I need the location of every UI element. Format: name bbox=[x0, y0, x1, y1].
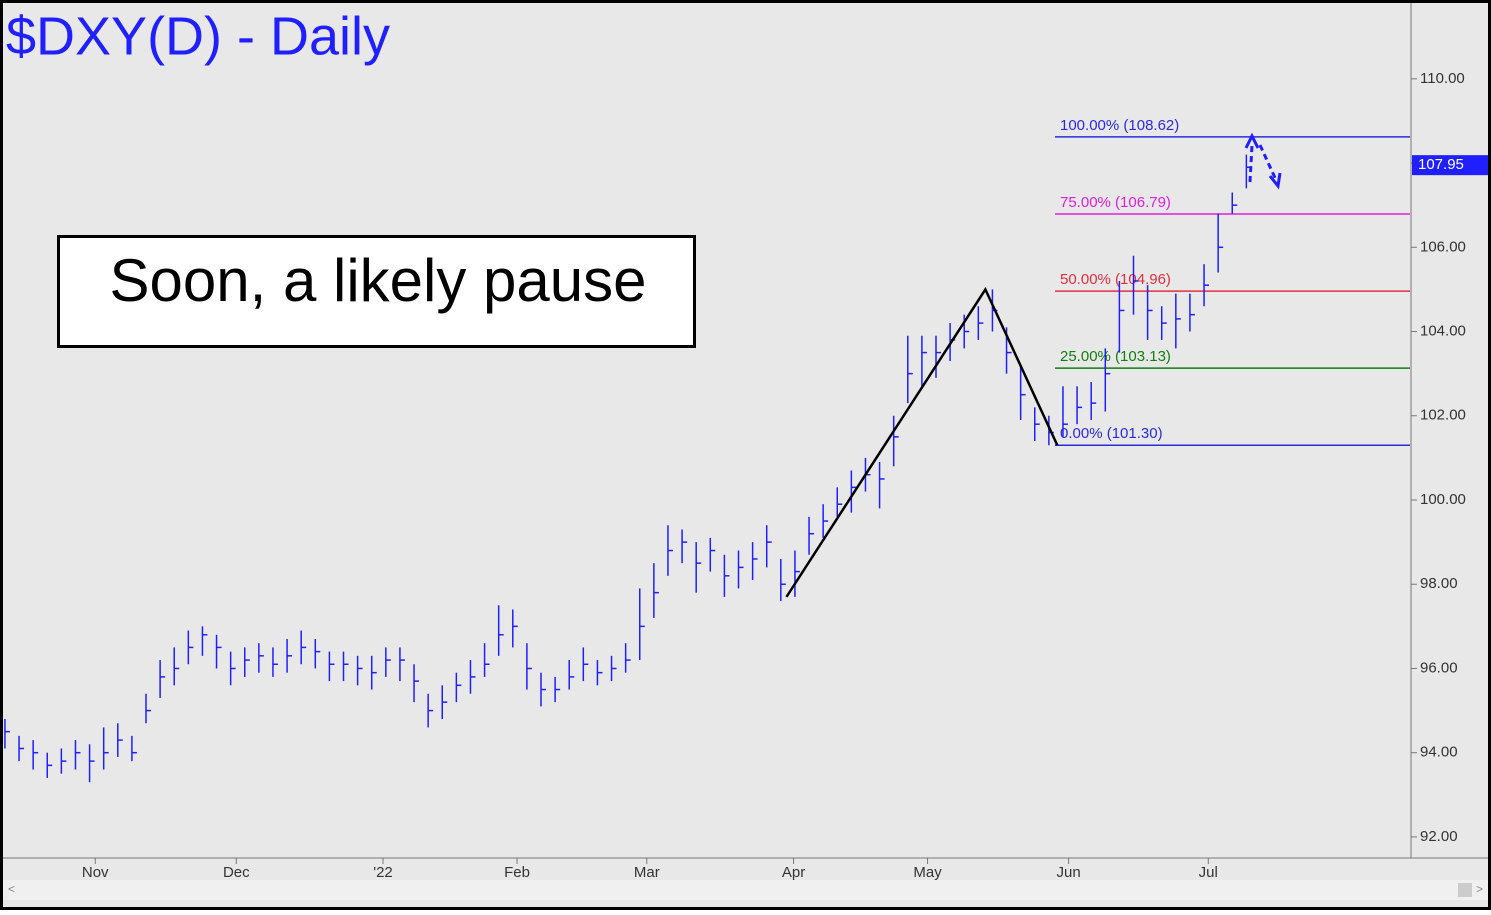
x-tick-label: May bbox=[913, 864, 942, 881]
trendline bbox=[785, 286, 1059, 598]
arrow-head bbox=[1244, 132, 1260, 149]
scrollbar[interactable] bbox=[3, 880, 1488, 900]
plot: 100.00% (108.62) 75.00% (106.79) 50.00% (1… bbox=[4, 117, 1410, 783]
y-tick-label: 100.00 bbox=[1420, 491, 1466, 508]
annotation: Soon, a likely pause bbox=[109, 247, 646, 314]
x-tick-label: Jul bbox=[1199, 864, 1218, 881]
fib-label: 25.00% (103.13) bbox=[1060, 348, 1171, 365]
arrow-up bbox=[1248, 144, 1254, 183]
price-tag bbox=[1412, 155, 1488, 176]
x-tick-label: Jun bbox=[1057, 864, 1081, 881]
x-tick-label: Feb bbox=[504, 864, 530, 881]
arrows bbox=[1244, 132, 1282, 190]
y-tick-label: 104.00 bbox=[1420, 322, 1466, 339]
x-tick-label: Dec bbox=[223, 864, 250, 881]
y-tick-label: 94.00 bbox=[1420, 744, 1458, 761]
chart-title: $DXY(D) - Daily bbox=[6, 6, 390, 66]
arrow-down bbox=[1258, 144, 1278, 181]
x-tick-label: Mar bbox=[634, 864, 660, 881]
arrow-head bbox=[1268, 172, 1282, 190]
y-tick-label: 102.00 bbox=[1420, 407, 1466, 424]
y-tick-label: 110.00 bbox=[1420, 70, 1465, 87]
price-tag-label: 107.95 bbox=[1418, 156, 1464, 173]
scroll-thumb[interactable] bbox=[1458, 883, 1472, 897]
annotation-box bbox=[57, 235, 696, 348]
x-tick-label: '22 bbox=[373, 864, 393, 881]
x-tick-label: Nov bbox=[82, 864, 109, 881]
fib-label: 75.00% (106.79) bbox=[1060, 194, 1171, 211]
fib-label: 50.00% (104.96) bbox=[1060, 271, 1171, 288]
y-tick-label: 106.00 bbox=[1420, 238, 1466, 255]
x-tick-label: Apr bbox=[782, 864, 805, 881]
scroll-left[interactable]: < bbox=[8, 882, 15, 896]
y-tick-label: 98.00 bbox=[1420, 575, 1458, 592]
y-tick-label: 92.00 bbox=[1420, 828, 1458, 845]
y-tick-label: 96.00 bbox=[1420, 659, 1458, 676]
fib-label: 100.00% (108.62) bbox=[1060, 117, 1179, 134]
scroll-right[interactable]: > bbox=[1476, 882, 1483, 896]
fib-label: 0.00% (101.30) bbox=[1060, 425, 1163, 442]
